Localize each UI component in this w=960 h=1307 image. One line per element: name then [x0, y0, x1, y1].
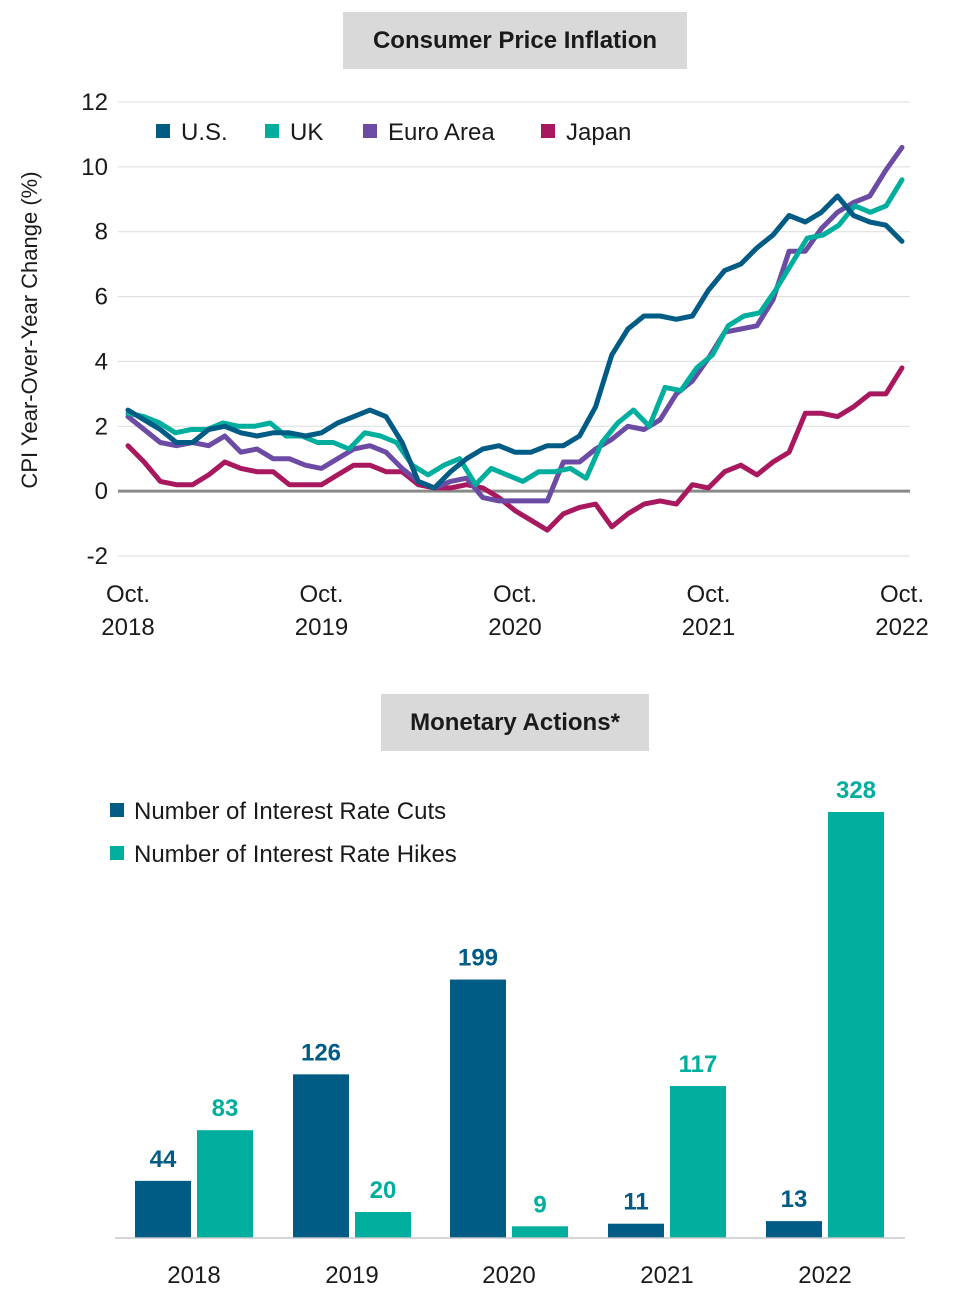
bar-hikes-2018 — [197, 1130, 253, 1238]
bar-value-label: 44 — [150, 1146, 177, 1173]
x-tick-label-month: Oct. — [880, 581, 924, 608]
legend-swatch — [110, 803, 124, 817]
legend-swatch — [156, 124, 170, 138]
bar-value-label: 199 — [458, 945, 498, 972]
bar-cuts-2019 — [293, 1074, 349, 1238]
bar-value-label: 13 — [781, 1186, 808, 1213]
bar-cuts-2018 — [135, 1180, 191, 1238]
legend-label: Number of Interest Rate Hikes — [134, 841, 457, 868]
x-tick-label-year: 2020 — [488, 614, 541, 641]
x-tick-label-month: Oct. — [686, 581, 730, 608]
legend-swatch — [110, 846, 124, 860]
chart-title-monetary-actions: Monetary Actions* — [381, 694, 649, 751]
bar-value-label: 20 — [370, 1177, 397, 1204]
y-tick-label: 10 — [81, 154, 108, 181]
x-tick-label: 2021 — [640, 1262, 693, 1289]
x-tick-label-month: Oct. — [106, 581, 150, 608]
bar-value-label: 117 — [679, 1051, 718, 1078]
series-line-euro-area — [125, 144, 905, 504]
legend-label: UK — [290, 119, 323, 146]
bar-value-label: 83 — [212, 1095, 239, 1122]
legend-swatch — [541, 124, 555, 138]
chart-title-inflation: Consumer Price Inflation — [343, 12, 687, 69]
bar-hikes-2021 — [670, 1086, 726, 1238]
bar-cuts-2022 — [766, 1221, 822, 1238]
bar-value-label: 9 — [533, 1191, 546, 1218]
y-tick-label: 4 — [95, 348, 108, 375]
legend-swatch — [363, 124, 377, 138]
series-line-uk — [125, 177, 905, 488]
bar-value-label: 11 — [623, 1189, 648, 1216]
y-tick-label: -2 — [87, 543, 108, 570]
y-tick-label: 8 — [95, 219, 108, 246]
series-line-u-s- — [125, 193, 905, 491]
inflation-line-chart: 12 10 8 6 4 2 0 -2 Oct. 2018 Oct. 2019 Oct. 2020 Oct.… — [17, 89, 929, 641]
x-tick-label-month: Oct. — [493, 581, 537, 608]
x-tick-label-year: 2022 — [875, 614, 928, 641]
bar-cuts-2021 — [608, 1223, 664, 1238]
x-tick-label: 2022 — [798, 1262, 851, 1289]
x-tick-label: 2020 — [482, 1262, 535, 1289]
x-tick-label-year: 2021 — [682, 614, 735, 641]
x-tick-label-year: 2018 — [101, 614, 154, 641]
bar-value-label: 328 — [836, 777, 876, 804]
x-tick-label-month: Oct. — [299, 581, 343, 608]
x-tick-label: 2019 — [325, 1262, 378, 1289]
legend-label: U.S. — [181, 119, 228, 146]
series-line-japan — [125, 365, 905, 533]
x-tick-label: 2018 — [167, 1262, 220, 1289]
legend-label: Number of Interest Rate Cuts — [134, 798, 446, 825]
bar-hikes-2019 — [355, 1212, 411, 1238]
x-tick-label-year: 2019 — [295, 614, 348, 641]
bar-hikes-2022 — [828, 812, 884, 1238]
y-tick-label: 0 — [95, 478, 108, 505]
legend-label: Euro Area — [388, 119, 495, 146]
y-tick-label: 6 — [95, 284, 108, 311]
bar-value-label: 126 — [301, 1039, 341, 1066]
bar-hikes-2020 — [512, 1226, 568, 1238]
y-axis-label: CPI Year-Over-Year Change (%) — [17, 171, 42, 488]
y-tick-label: 12 — [81, 89, 108, 116]
legend-label: Japan — [566, 119, 631, 146]
legend-swatch — [265, 124, 279, 138]
y-tick-label: 2 — [95, 413, 108, 440]
bar-cuts-2020 — [450, 979, 506, 1238]
